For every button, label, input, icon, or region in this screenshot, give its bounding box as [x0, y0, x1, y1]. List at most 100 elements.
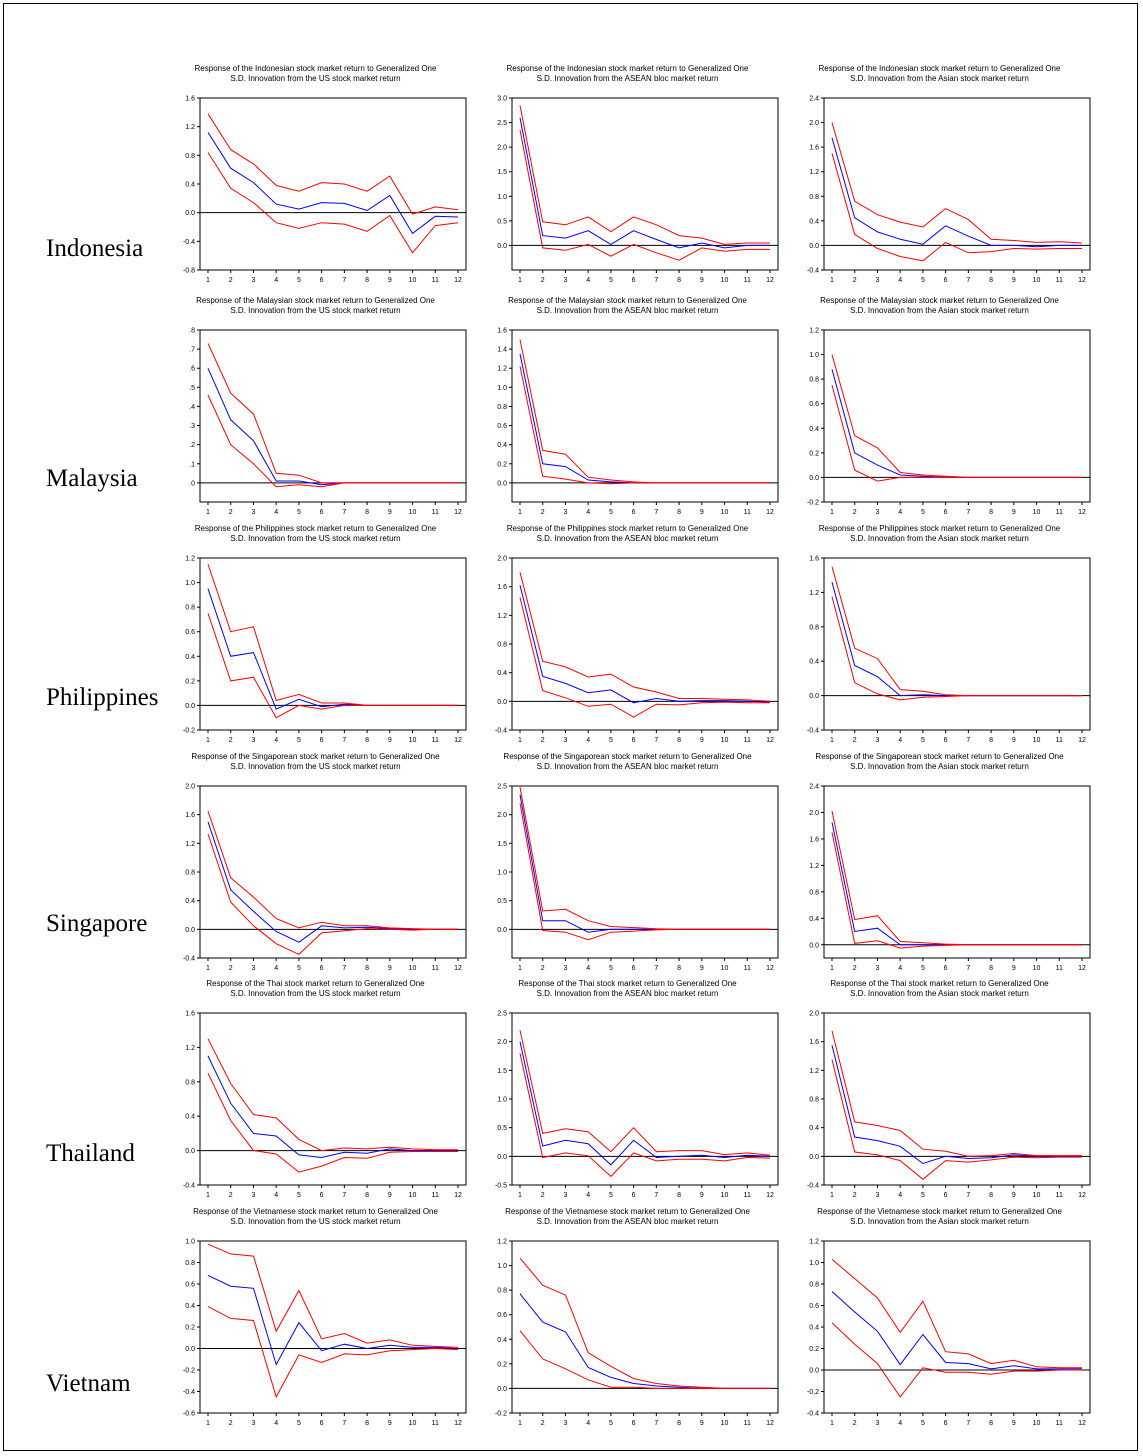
y-tick-label: 0.2: [497, 461, 507, 468]
x-tick-label: 1: [518, 737, 522, 744]
y-tick-label: 1.5: [497, 841, 507, 848]
y-tick-label: 1.0: [809, 1260, 819, 1267]
y-tick-label: 1.2: [809, 169, 819, 176]
x-tick-label: 11: [432, 1420, 439, 1427]
x-tick-label: 2: [853, 1192, 857, 1199]
chart-title-line: S.D. Innovation from the US stock market…: [230, 73, 401, 83]
x-tick-label: 6: [944, 1420, 948, 1427]
lower-band-line: [519, 366, 770, 485]
x-tick-label: 11: [1056, 1420, 1063, 1427]
y-tick-label: 0.4: [185, 898, 195, 905]
x-tick-label: 11: [432, 1192, 439, 1199]
plot-frame: [199, 557, 467, 731]
x-tick-label: 6: [632, 1420, 636, 1427]
upper-band-line: [519, 572, 771, 702]
x-tick-label: 10: [409, 277, 417, 284]
plot-frame: [511, 1240, 779, 1414]
x-tick-label: 8: [365, 965, 369, 972]
impulse-response-line: [831, 137, 1082, 248]
x-tick-label: 11: [744, 277, 751, 284]
x-tick-label: 9: [388, 965, 392, 972]
y-tick-label: 0.8: [185, 1079, 195, 1086]
lower-band-line: [831, 1059, 1082, 1180]
lower-band-line: [519, 1052, 771, 1178]
x-tick-label: 2: [229, 1420, 233, 1427]
impulse-response-line: [519, 794, 770, 933]
x-tick-label: 8: [677, 737, 681, 744]
lower-band-line: [519, 803, 770, 941]
x-tick-label: 3: [252, 1192, 256, 1199]
x-tick-label: 2: [541, 965, 545, 972]
x-tick-label: 11: [744, 737, 751, 744]
chart-title: Response of the Philippines stock market…: [784, 524, 1095, 550]
y-tick-label: 0.0: [497, 1154, 507, 1161]
x-tick-label: 11: [1056, 1192, 1063, 1199]
irf-chart: -0.40.00.40.81.21.62.02.41 2 3 4 5 6 7 8 9 10 11 12: [807, 96, 1091, 284]
y-tick-label: 2.0: [497, 556, 507, 563]
x-tick-label: 10: [1033, 737, 1041, 744]
y-tick-label: 0.4: [497, 1337, 507, 1344]
y-tick-label: 0.0: [497, 699, 507, 706]
plot-frame: [199, 1012, 467, 1186]
chart-title: Response of the Singaporean stock market…: [784, 752, 1095, 778]
y-tick-label: 1.6: [809, 836, 819, 843]
x-tick-label: 6: [632, 1192, 636, 1199]
x-tick-label: 7: [654, 509, 658, 516]
x-tick-label: 3: [252, 965, 256, 972]
x-tick-label: 9: [1012, 737, 1016, 744]
y-tick-label: -0.8: [183, 268, 195, 275]
y-tick-label: -0.4: [183, 956, 195, 963]
lower-band-line: [207, 1306, 459, 1399]
x-tick-label: 3: [876, 1192, 880, 1199]
chart-title-line: S.D. Innovation from the US stock market…: [230, 761, 401, 771]
chart-title-line: S.D. Innovation from the ASEAN bloc mark…: [536, 533, 719, 543]
plot-frame: [511, 97, 779, 271]
y-tick-label: 1.6: [185, 96, 195, 103]
x-tick-label: 5: [609, 1192, 613, 1199]
plot-frame: [823, 97, 1091, 271]
x-tick-label: 7: [342, 1192, 346, 1199]
y-tick-label: -0.2: [183, 728, 195, 735]
chart-title-line: Response of the Philippines stock market…: [194, 524, 437, 533]
y-tick-label: 1.0: [497, 385, 507, 392]
y-tick-label: 1.2: [809, 863, 819, 870]
y-tick-label: 0.8: [185, 870, 195, 877]
y-tick-label: 0.6: [497, 423, 507, 430]
chart-title-line: S.D. Innovation from the Asian stock mar…: [850, 988, 1029, 998]
plot-frame: [199, 329, 467, 503]
lower-band-line: [207, 394, 458, 488]
x-tick-label: 4: [898, 737, 902, 744]
y-tick-label: 0.0: [497, 927, 507, 934]
x-tick-label: 12: [454, 277, 462, 284]
chart-title: Response of the Singaporean stock market…: [472, 752, 783, 778]
x-tick-label: 4: [898, 1420, 902, 1427]
impulse-response-line: [519, 1293, 770, 1389]
plot-frame: [823, 1012, 1091, 1186]
x-tick-label: 4: [586, 509, 590, 516]
x-tick-label: 3: [252, 277, 256, 284]
x-tick-label: 12: [766, 965, 774, 972]
x-tick-label: 12: [454, 509, 462, 516]
irf-chart: -0.40.00.40.81.21.61 2 3 4 5 6 7 8 9 10 11 12: [807, 556, 1091, 744]
x-tick-label: 8: [677, 1192, 681, 1199]
y-tick-label: .0: [189, 480, 195, 487]
x-tick-label: 8: [989, 1420, 993, 1427]
y-tick-label: .3: [189, 423, 195, 430]
x-tick-label: 7: [342, 509, 346, 516]
x-tick-label: 6: [944, 965, 948, 972]
country-label-singapore: Singapore: [46, 910, 148, 937]
lower-band-line: [831, 1322, 1082, 1398]
impulse-response-line: [831, 581, 1082, 697]
x-tick-label: 1: [830, 1420, 834, 1427]
x-tick-label: 5: [921, 277, 925, 284]
y-tick-label: -0.4: [183, 239, 195, 246]
x-tick-label: 5: [609, 737, 613, 744]
plot-frame: [511, 557, 779, 731]
x-tick-label: 5: [297, 1192, 301, 1199]
upper-band-line: [519, 1030, 771, 1156]
x-tick-label: 5: [609, 509, 613, 516]
impulse-response-line: [519, 1041, 771, 1166]
irf-chart: .0.1.2.3.4.5.6.7.81 2 3 4 5 6 7 8 9 10 11 12: [189, 328, 467, 516]
lower-band-line: [831, 385, 1082, 482]
